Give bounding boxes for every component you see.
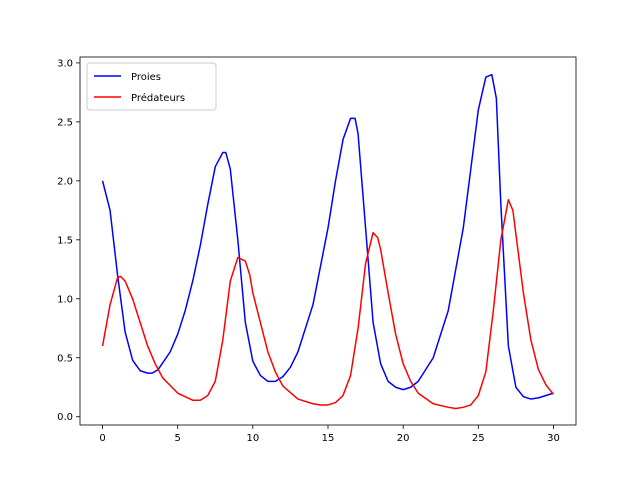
y-tick-label: 3.0 [57, 58, 73, 69]
y-tick-label: 1.0 [57, 294, 73, 305]
y-tick-label: 1.5 [57, 235, 73, 246]
y-tick-label: 2.0 [57, 176, 73, 187]
x-tick-label: 30 [547, 433, 560, 444]
series-group [101, 73, 555, 410]
series-line-predateurs [101, 198, 555, 410]
series-line-proies [101, 73, 554, 400]
x-tick-label: 20 [397, 433, 410, 444]
y-tick-label: 2.5 [57, 117, 73, 128]
legend-label-proies: Proies [131, 72, 161, 83]
x-tick-label: 0 [99, 433, 105, 444]
x-tick-label: 10 [246, 433, 259, 444]
legend-box [86, 62, 217, 111]
legend: Proies Prédateurs [86, 62, 217, 111]
legend-label-predateurs: Prédateurs [131, 92, 185, 104]
plot-area [101, 73, 555, 410]
y-tick-label: 0.0 [57, 412, 73, 423]
x-tick-label: 15 [322, 433, 335, 444]
x-tick-label: 25 [472, 433, 485, 444]
axes: 0 5 10 15 20 25 30 0.0 0.5 1.0 1.5 2.0 2.5 3.0 [57, 56, 577, 444]
y-tick-label: 0.5 [57, 353, 73, 364]
x-tick-label: 5 [175, 433, 181, 444]
